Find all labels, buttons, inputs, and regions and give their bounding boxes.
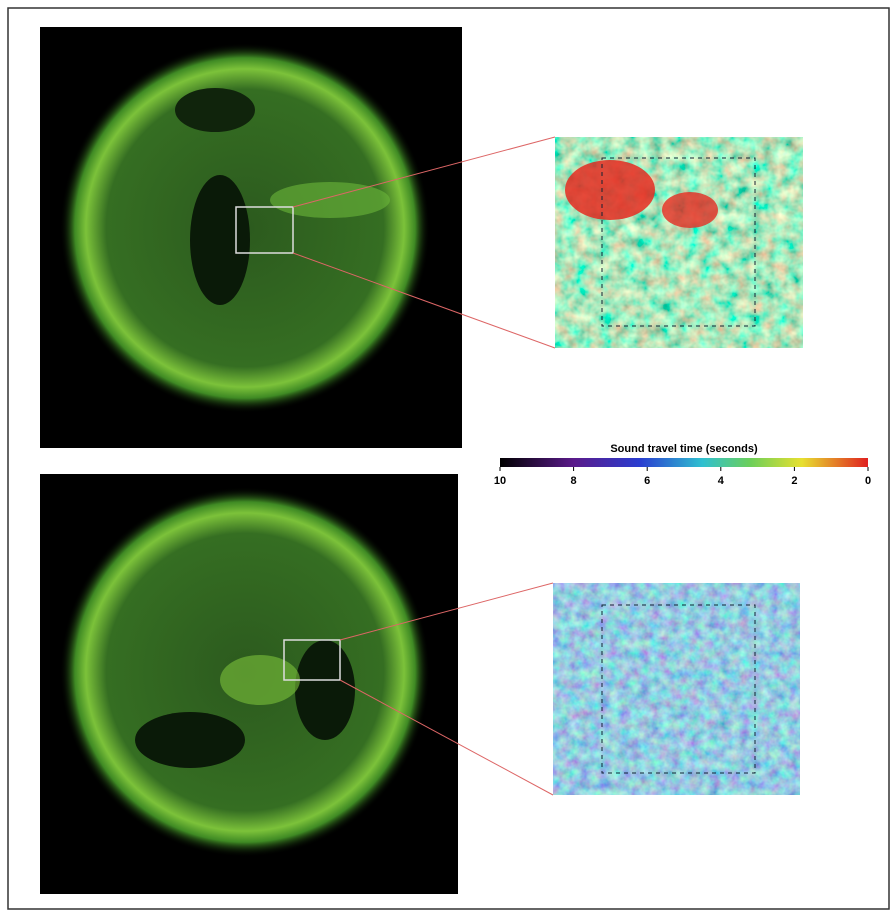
coronal-hole <box>190 175 250 305</box>
colorbar-tick-label: 6 <box>644 475 650 487</box>
map-feature <box>565 160 655 220</box>
coronal-hole <box>295 640 355 740</box>
colorbar-tick-label: 0 <box>865 475 871 487</box>
colorbar-title: Sound travel time (seconds) <box>610 443 758 455</box>
colorbar <box>500 458 868 467</box>
colorbar-tick-label: 2 <box>791 475 797 487</box>
colorbar-tick-label: 10 <box>494 475 506 487</box>
colorbar-ticks: 10 8 6 4 2 0 <box>494 467 871 487</box>
colorbar-tick-label: 4 <box>718 475 725 487</box>
coronal-hole <box>135 712 245 768</box>
travel-time-map <box>553 583 800 795</box>
figure: Sound travel time (seconds) 10 8 6 4 2 0 <box>0 0 896 914</box>
coronal-hole <box>175 88 255 132</box>
colorbar-tick-label: 8 <box>571 475 577 487</box>
map-feature <box>662 192 718 228</box>
active-region <box>270 182 390 218</box>
